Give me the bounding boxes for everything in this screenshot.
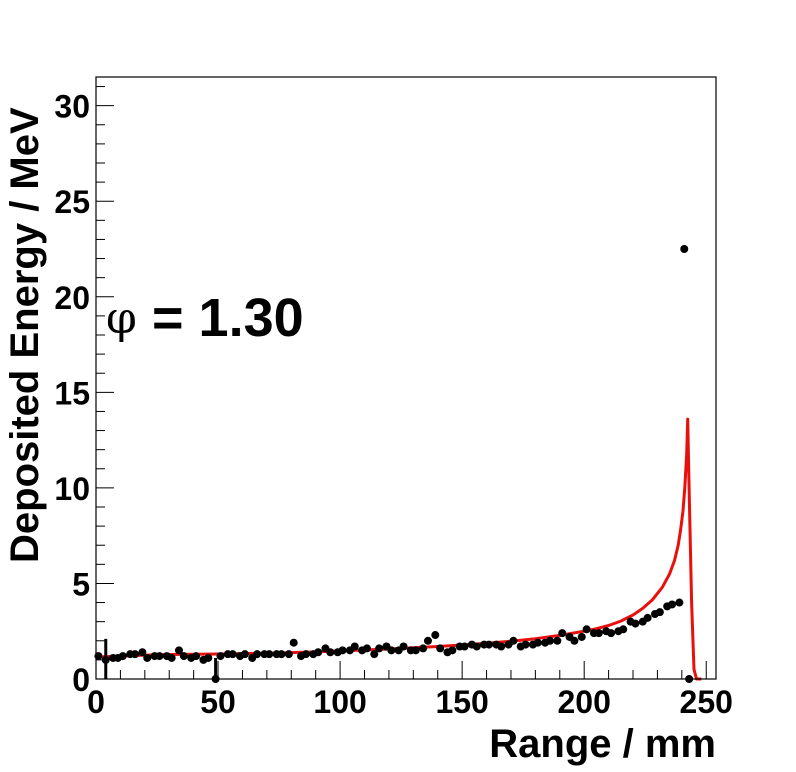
data-point [423, 636, 432, 645]
x-tick-label: 50 [200, 684, 236, 720]
data-point [431, 631, 440, 640]
annotation-value: = 1.30 [152, 288, 304, 348]
data-point [619, 625, 628, 634]
data-point [131, 650, 140, 659]
data-point [350, 642, 359, 651]
data-point [448, 646, 457, 655]
data-point [582, 625, 591, 634]
y-tick-label: 10 [54, 471, 90, 507]
phi-annotation: φ = 1.30 [106, 288, 304, 348]
data-point [668, 600, 677, 609]
data-point [289, 638, 298, 647]
data-point [399, 642, 408, 651]
data-point [143, 653, 152, 662]
data-point [675, 598, 684, 607]
data-point [460, 642, 469, 651]
data-point [484, 640, 493, 649]
data-point [553, 636, 562, 645]
data-point [546, 636, 555, 645]
data-point [497, 642, 506, 651]
data-point [643, 613, 652, 622]
data-point [419, 644, 428, 653]
data-point [192, 652, 201, 661]
data-point [326, 648, 335, 657]
data-point [118, 652, 127, 661]
data-point [370, 650, 379, 659]
data-point [228, 650, 237, 659]
data-point [253, 650, 262, 659]
plot-frame [95, 76, 717, 680]
y-axis-title: Deposited Energy / MeV [3, 107, 47, 563]
x-tick-label: 100 [313, 684, 366, 720]
x-axis-title: Range / mm [489, 722, 716, 766]
data-point [577, 632, 586, 641]
data-point [607, 629, 616, 638]
data-point [174, 646, 183, 655]
data-point [411, 646, 420, 655]
data-point [138, 648, 147, 657]
data-point [387, 646, 396, 655]
data-point [284, 650, 293, 659]
data-point [101, 655, 110, 664]
data-point [570, 636, 579, 645]
data-points-layer [94, 245, 694, 683]
data-point [265, 650, 274, 659]
data-point [631, 619, 640, 628]
data-point [472, 642, 481, 651]
data-point [509, 636, 518, 645]
x-tick-label: 250 [680, 684, 733, 720]
x-tick-label: 0 [87, 684, 105, 720]
data-point [240, 650, 249, 659]
data-point [167, 653, 176, 662]
data-point [314, 648, 323, 657]
data-point [594, 629, 603, 638]
data-point [655, 608, 664, 617]
data-point [204, 653, 213, 662]
data-point [277, 650, 286, 659]
data-point [533, 638, 542, 647]
data-point [301, 650, 310, 659]
data-point [521, 640, 530, 649]
data-point [362, 644, 371, 653]
y-tick-label: 30 [54, 89, 90, 125]
y-tick-label: 25 [54, 184, 90, 220]
y-tick-label: 20 [54, 280, 90, 316]
y-tick-label: 15 [54, 375, 90, 411]
axis-tick-labels: 0 50 100 150 200 250 0 5 10 15 20 25 30 [54, 89, 733, 720]
data-point [558, 629, 567, 638]
annotation-symbol: φ [106, 293, 137, 344]
data-point [436, 644, 445, 653]
x-tick-label: 150 [435, 684, 488, 720]
data-point [375, 644, 384, 653]
axis-ticks [95, 86, 707, 680]
x-tick-label: 200 [557, 684, 610, 720]
data-point [216, 652, 225, 661]
data-point [179, 652, 188, 661]
data-point [155, 652, 164, 661]
y-tick-label: 0 [72, 662, 90, 698]
y-tick-label: 5 [72, 566, 90, 602]
data-point [680, 245, 689, 253]
data-point [338, 646, 347, 655]
